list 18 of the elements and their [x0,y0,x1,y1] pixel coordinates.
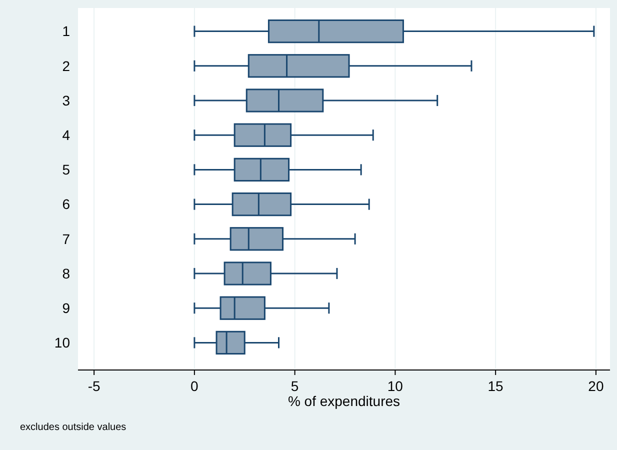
y-tick-label: 1 [62,23,70,40]
y-tick-label: 9 [62,300,70,316]
x-axis-title: % of expenditures [288,393,400,409]
y-tick-label: 2 [62,58,70,74]
x-tick-label: 0 [190,378,199,394]
x-tick-label: 10 [387,378,404,394]
x-tick-label: 5 [290,378,299,394]
y-tick-label: 5 [62,162,70,178]
y-tick-label: 10 [54,334,70,351]
text: excludes outside values [20,422,126,433]
y-tick-label: 8 [62,265,70,282]
y-tick-label: 4 [62,127,70,143]
y-tick-label: 6 [62,196,70,212]
x-tick-label: 20 [588,378,604,394]
y-tick-label: 7 [62,230,70,247]
x-tick-label: 15 [488,378,504,394]
y-tick-label: 3 [62,92,70,108]
x-tick-label: -5 [88,378,100,394]
